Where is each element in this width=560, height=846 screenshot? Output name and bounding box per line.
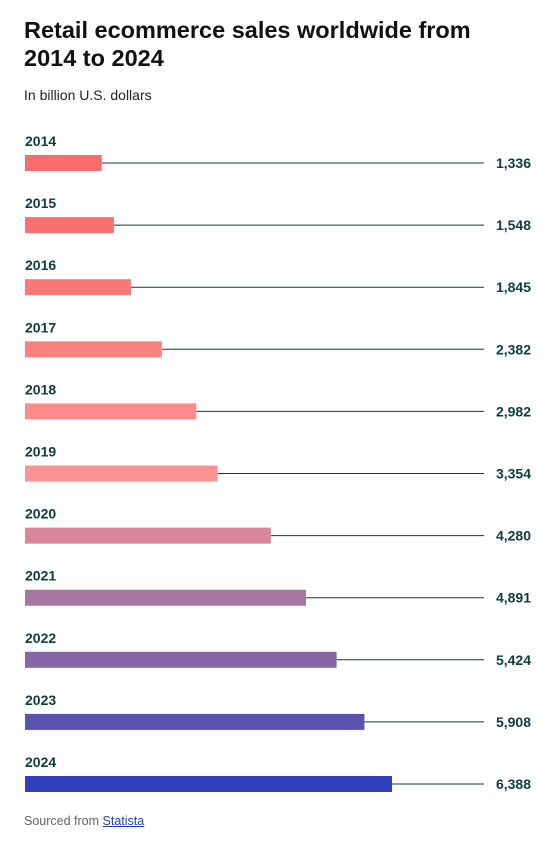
source-link[interactable]: Statista <box>102 814 145 828</box>
category-label: 2018 <box>25 381 56 397</box>
category-label: 2016 <box>25 257 56 273</box>
value-label: 1,336 <box>496 155 531 171</box>
category-label: 2019 <box>25 444 56 460</box>
value-label: 4,280 <box>496 528 531 544</box>
category-label: 2015 <box>25 195 56 211</box>
value-label: 2,982 <box>496 403 531 419</box>
bar <box>25 403 197 420</box>
bar <box>25 589 306 606</box>
value-label: 4,891 <box>496 590 531 606</box>
bar <box>25 651 337 668</box>
value-label: 1,845 <box>496 279 531 295</box>
category-label: 2021 <box>25 568 56 584</box>
bar <box>25 713 365 730</box>
bar <box>25 527 271 544</box>
value-label: 6,388 <box>496 776 531 792</box>
chart-subtitle: In billion U.S. dollars <box>24 87 152 103</box>
chart-title: Retail ecommerce sales worldwide from 20… <box>24 17 471 71</box>
source-prefix: Sourced from <box>24 814 100 828</box>
category-label: 2017 <box>25 319 56 335</box>
value-label: 1,548 <box>496 217 531 233</box>
value-label: 2,382 <box>496 341 531 357</box>
bar <box>25 341 162 358</box>
source-note: Sourced from Statista <box>24 814 144 828</box>
bar <box>25 155 102 171</box>
value-label: 5,908 <box>496 714 531 730</box>
bar <box>25 465 218 482</box>
category-label: 2014 <box>25 133 56 149</box>
value-label: 5,424 <box>496 652 531 668</box>
category-label: 2023 <box>25 692 56 708</box>
bar <box>25 279 131 296</box>
category-label: 2022 <box>25 630 56 646</box>
category-label: 2024 <box>25 754 56 770</box>
value-label: 3,354 <box>496 466 531 482</box>
category-label: 2020 <box>25 506 56 522</box>
bar <box>25 776 392 792</box>
bar <box>25 217 114 234</box>
